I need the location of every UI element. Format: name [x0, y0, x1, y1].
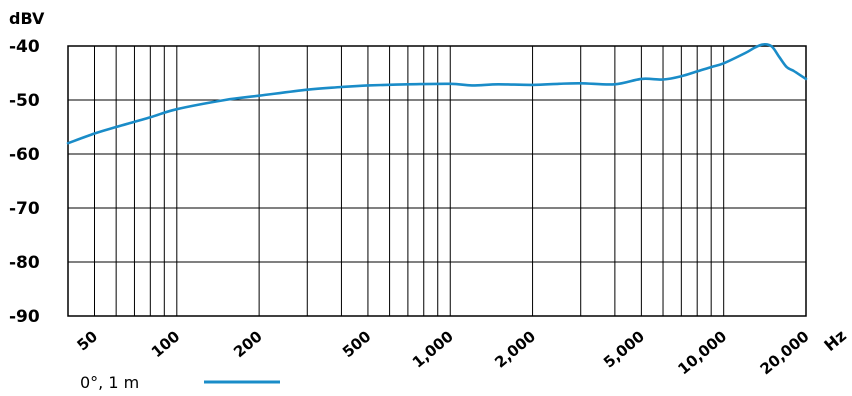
y-tick-labels: -40 -50 -60 -70 -80 -90 [9, 37, 40, 327]
x-tick-label: 5,000 [600, 327, 648, 371]
y-tick-label: -70 [9, 199, 40, 219]
grid [68, 45, 806, 317]
x-tick-label: 10,000 [674, 327, 730, 378]
x-tick-label: 500 [339, 327, 375, 361]
x-tick-label: 2,000 [491, 327, 539, 371]
plot-frame [67, 45, 807, 317]
legend: 0°, 1 m [80, 373, 280, 392]
series-line-0deg-1m [66, 43, 808, 145]
x-tick-labels: 50 100 200 500 1,000 2,000 5,000 10,000 20,000 [74, 327, 813, 378]
y-tick-label: -50 [9, 91, 40, 111]
y-tick-label: -80 [9, 253, 40, 273]
x-tick-label: 20,000 [757, 327, 813, 378]
x-axis-unit-label: Hz [820, 326, 850, 355]
legend-label: 0°, 1 m [80, 373, 139, 392]
x-tick-label: 50 [74, 327, 102, 354]
y-tick-label: -40 [9, 37, 40, 57]
y-tick-label: -90 [9, 307, 40, 327]
y-tick-label: -60 [9, 145, 40, 165]
y-axis-unit-label: dBV [9, 9, 45, 28]
x-tick-label: 200 [230, 327, 266, 361]
x-tick-label: 100 [148, 327, 184, 361]
x-tick-label: 1,000 [409, 327, 457, 371]
